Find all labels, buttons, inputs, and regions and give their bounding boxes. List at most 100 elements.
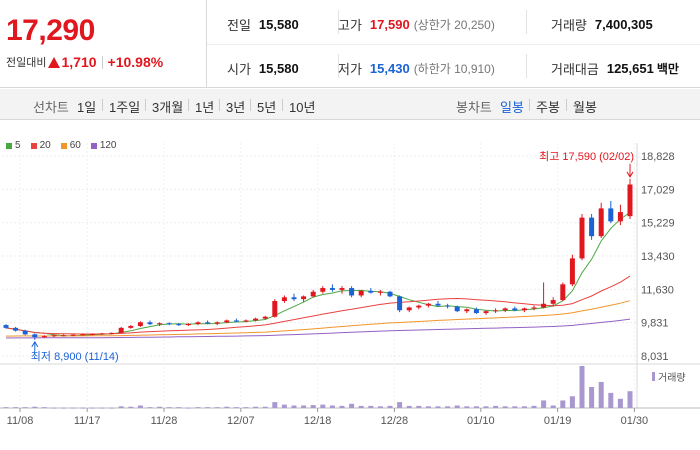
volume-bar: [262, 406, 268, 408]
candle-body: [550, 300, 556, 304]
up-triangle-icon: [48, 56, 61, 68]
volume-bar: [51, 407, 57, 409]
high-arrow-head-icon: [626, 171, 634, 178]
candle-body: [281, 297, 287, 302]
volume-bar: [416, 405, 422, 408]
volume-bar: [387, 405, 393, 408]
volume-bar: [195, 407, 201, 409]
candle-body: [598, 208, 604, 237]
low-arrow-head-icon: [31, 340, 39, 348]
volume-bar: [339, 405, 345, 408]
candle-body: [176, 324, 182, 326]
candle-body: [166, 323, 172, 325]
period-weekly[interactable]: 주봉: [536, 100, 560, 115]
low-annotation: 최저 8,900 (11/14): [31, 350, 119, 363]
candle-body: [454, 306, 460, 312]
x-tick-label: 12/28: [381, 415, 409, 427]
candle-body: [377, 291, 383, 293]
period-daily[interactable]: 일봉: [500, 100, 524, 115]
candle-body: [262, 316, 268, 319]
x-tick-label: 11/08: [7, 415, 34, 427]
divider: [338, 10, 339, 34]
y-tick-label: 9,831: [641, 318, 669, 330]
change-row: 전일대비 1,710 +10.98%: [6, 54, 163, 70]
candle-body: [22, 330, 28, 335]
candle-body: [473, 309, 479, 314]
divider: [102, 99, 103, 111]
legend-ma60: 60: [60, 140, 81, 151]
candle-chart-label: 봉차트: [456, 100, 492, 115]
volume-bar: [310, 405, 316, 408]
volume-legend: 거래량: [658, 372, 686, 384]
period-5y[interactable]: 5년: [257, 100, 277, 115]
candle-body: [531, 307, 537, 309]
volume-bar: [185, 407, 191, 409]
volume-bar: [89, 407, 95, 409]
change-value: 1,710: [61, 54, 97, 70]
y-tick-label: 15,229: [641, 218, 675, 230]
legend-ma120: 120: [90, 140, 117, 151]
candle-body: [339, 288, 345, 290]
ma120-line: [5, 318, 631, 339]
volume-legend-swatch: [652, 372, 655, 381]
volume-bar: [128, 406, 134, 408]
volume-bar: [550, 405, 556, 408]
period-3m[interactable]: 3개월: [152, 100, 184, 115]
volume-bar: [214, 407, 220, 409]
change-percent: +10.98%: [107, 54, 164, 70]
candle-body: [464, 309, 470, 312]
period-1w[interactable]: 1주일: [109, 100, 141, 115]
candle-body: [425, 303, 431, 306]
volume-bar: [3, 407, 9, 409]
volume-bar: [589, 387, 595, 408]
candle-body: [387, 291, 393, 297]
volume-bar: [80, 407, 86, 409]
candlestick-chart[interactable]: 18,828 17,029 15,229 13,430 11,630 9,831 8,031…: [0, 121, 700, 450]
divider: [282, 99, 283, 111]
volume-bar: [291, 405, 297, 408]
candle-body: [157, 323, 163, 325]
candle-body: [301, 296, 307, 300]
candle-body: [358, 290, 364, 296]
period-3y[interactable]: 3년: [226, 100, 246, 115]
volume-bar: [166, 407, 172, 409]
period-10y[interactable]: 10년: [289, 100, 316, 115]
volume-bar: [61, 407, 67, 409]
divider: [101, 55, 103, 69]
open-price: 시가 15,580: [227, 61, 299, 77]
volume-bar: [41, 407, 47, 409]
volume-bar: [137, 405, 143, 408]
volume-bar: [627, 391, 633, 408]
candle-body: [128, 326, 134, 328]
candle-body: [397, 296, 403, 311]
trade-amount: 거래대금 125,651 백만: [551, 61, 679, 77]
candle-body: [483, 311, 489, 314]
price-box: 17,290 전일대비 1,710 +10.98%: [0, 0, 207, 88]
period-1y[interactable]: 1년: [195, 100, 215, 115]
candle-body: [61, 335, 67, 337]
period-1d[interactable]: 1일: [77, 100, 97, 115]
volume-bar: [493, 405, 499, 408]
candle-body: [89, 333, 95, 335]
candle-body: [32, 334, 38, 338]
candle-body: [349, 288, 355, 296]
volume-bar: [598, 381, 604, 408]
volume-bar: [512, 406, 518, 408]
y-tick-label: 13,430: [641, 251, 675, 263]
candle-body: [253, 318, 259, 321]
candle-body: [512, 308, 518, 311]
current-price: 17,290: [6, 14, 95, 47]
candle-body: [627, 184, 633, 217]
volume-bar: [397, 402, 403, 408]
volume-bar: [541, 400, 547, 408]
volume-bar: [281, 404, 287, 408]
period-monthly[interactable]: 월봉: [573, 100, 597, 115]
candle-body: [329, 288, 335, 290]
candle-body: [51, 335, 57, 337]
candle-body: [272, 301, 278, 317]
divider: [145, 99, 146, 111]
volume-bar: [224, 406, 230, 408]
volume-bar: [425, 406, 431, 408]
volume-bar: [569, 396, 575, 408]
volume-bar: [243, 407, 249, 409]
